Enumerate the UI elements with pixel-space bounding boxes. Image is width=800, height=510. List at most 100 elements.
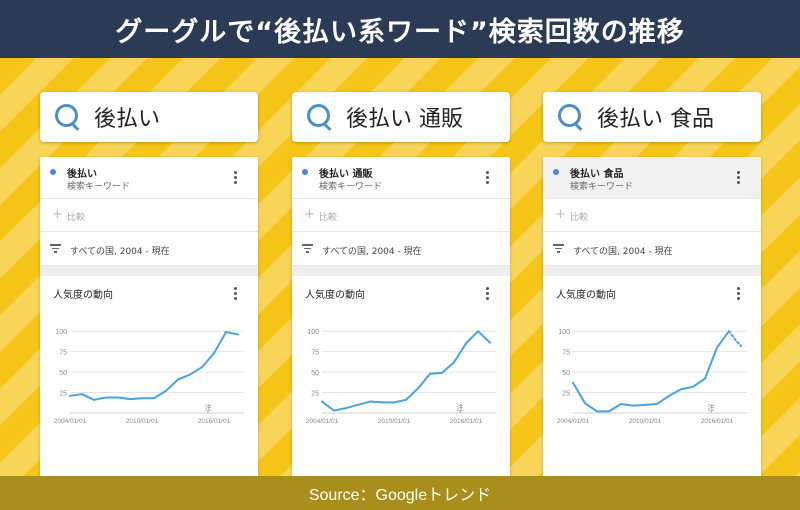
divider <box>292 266 510 276</box>
trends-card: 後払い 通販 検索キーワード + 比較 すべての国, 2004 - 現在 人気度… <box>292 157 510 476</box>
data-point <box>465 342 467 345</box>
compare-row[interactable]: + 比較 <box>40 199 258 232</box>
plus-icon: + <box>555 207 566 222</box>
more-options-icon[interactable] <box>234 287 237 300</box>
data-point <box>608 410 610 413</box>
data-point <box>644 403 646 406</box>
more-options-icon[interactable] <box>234 171 237 184</box>
term-row[interactable]: 後払い 通販 検索キーワード <box>292 157 510 199</box>
divider <box>40 266 258 276</box>
data-point <box>692 385 694 388</box>
trends-card: 後払い 検索キーワード + 比較 すべての国, 2004 - 現在 人気度の動向… <box>40 157 258 476</box>
plus-icon: + <box>52 207 63 222</box>
data-point <box>740 345 742 347</box>
data-point <box>333 409 335 412</box>
x-tick-label: 2016/01/01 <box>198 418 231 425</box>
filter-row[interactable]: すべての国, 2004 - 現在 <box>292 232 510 266</box>
filter-row[interactable]: すべての国, 2004 - 現在 <box>543 232 761 266</box>
term-row[interactable]: 後払い 検索キーワード <box>40 157 258 199</box>
data-point <box>734 338 736 341</box>
trend-chart: 25 50 75 100 2004/01/01 2010/01/01 2016/01/01 注 <box>306 329 496 425</box>
search-icon <box>306 103 334 131</box>
y-tick-label: 75 <box>562 350 570 357</box>
y-tick-label: 100 <box>307 329 319 336</box>
filter-label: すべての国, 2004 - 現在 <box>70 247 170 257</box>
x-tick-label: 2016/01/01 <box>450 418 483 425</box>
note-label: 注 <box>457 403 464 412</box>
data-point <box>680 388 682 391</box>
y-tick-label: 25 <box>562 391 570 398</box>
x-tick-label: 2004/01/01 <box>557 418 590 425</box>
series-line <box>572 330 730 413</box>
data-point <box>177 378 179 381</box>
term-type: 検索キーワード <box>570 182 634 192</box>
search-box[interactable]: 後払い 食品 <box>543 92 761 142</box>
data-point <box>153 397 155 400</box>
more-options-icon[interactable] <box>737 287 740 300</box>
term-name: 後払い 通販 <box>319 169 373 180</box>
data-point <box>393 401 395 404</box>
search-box[interactable]: 後払い 通販 <box>292 92 510 142</box>
y-tick-label: 50 <box>59 370 67 377</box>
data-point <box>441 372 443 374</box>
more-options-icon[interactable] <box>737 171 740 184</box>
more-options-icon[interactable] <box>486 171 489 184</box>
panel-1: 後払い 後払い 検索キーワード + 比較 すべての国, 2004 - 現在 人気… <box>40 58 258 476</box>
series-dot-icon <box>302 169 308 175</box>
search-icon <box>54 103 82 131</box>
data-point <box>716 346 718 349</box>
trend-chart: 25 50 75 100 2004/01/01 2010/01/01 2016/01/01 注 <box>557 329 747 425</box>
plus-icon: + <box>304 207 315 222</box>
source-label: Source：Googleトレンド <box>308 487 492 504</box>
data-point <box>668 394 670 397</box>
data-point <box>429 372 431 375</box>
data-point <box>572 381 574 384</box>
compare-row[interactable]: + 比較 <box>292 199 510 232</box>
data-point <box>596 410 598 413</box>
data-point <box>584 402 586 405</box>
chart-title: 人気度の動向 <box>53 290 113 301</box>
data-point <box>129 398 131 400</box>
series-line <box>69 331 239 401</box>
stage: 後払い 後払い 検索キーワード + 比較 すべての国, 2004 - 現在 人気… <box>0 58 800 476</box>
title-bar: グーグルで“後払い系ワード”検索回数の推移 <box>0 0 800 58</box>
data-point <box>141 397 143 400</box>
series-line <box>321 330 491 412</box>
chart-title: 人気度の動向 <box>305 290 365 301</box>
data-point <box>369 400 371 403</box>
compare-label: 比較 <box>67 213 86 223</box>
panel-3: 後払い 食品 後払い 食品 検索キーワード + 比較 すべての国, 2004 -… <box>543 58 761 476</box>
note-label: 注 <box>205 403 212 412</box>
y-tick-label: 25 <box>311 391 319 398</box>
data-point <box>704 377 706 380</box>
term-row[interactable]: 後払い 食品 検索キーワード <box>543 157 761 199</box>
data-point <box>81 393 83 396</box>
data-point <box>165 390 167 392</box>
data-point <box>381 401 383 404</box>
filter-icon <box>302 244 313 253</box>
data-point <box>728 330 730 333</box>
data-point <box>117 396 119 399</box>
filter-icon <box>50 244 61 253</box>
data-point <box>93 399 95 401</box>
data-point <box>345 407 347 409</box>
data-point <box>237 333 239 336</box>
search-box[interactable]: 後払い <box>40 92 258 142</box>
data-point <box>656 403 658 405</box>
y-tick-label: 100 <box>55 329 67 336</box>
panel-2: 後払い 通販 後払い 通販 検索キーワード + 比較 すべての国, 2004 -… <box>292 58 510 476</box>
search-query: 後払い <box>94 107 161 132</box>
data-point <box>453 361 455 364</box>
data-point <box>321 400 323 403</box>
compare-row[interactable]: + 比較 <box>543 199 761 232</box>
y-tick-label: 100 <box>558 329 570 336</box>
x-tick-label: 2010/01/01 <box>378 418 411 425</box>
term-name: 後払い 食品 <box>570 169 624 180</box>
data-point <box>201 366 203 369</box>
x-tick-label: 2004/01/01 <box>54 418 87 425</box>
more-options-icon[interactable] <box>486 287 489 300</box>
filter-row[interactable]: すべての国, 2004 - 現在 <box>40 232 258 266</box>
trend-chart: 25 50 75 100 2004/01/01 2010/01/01 2016/01/01 注 <box>54 329 244 425</box>
note-label: 注 <box>708 403 715 412</box>
term-name: 後払い <box>67 169 97 180</box>
